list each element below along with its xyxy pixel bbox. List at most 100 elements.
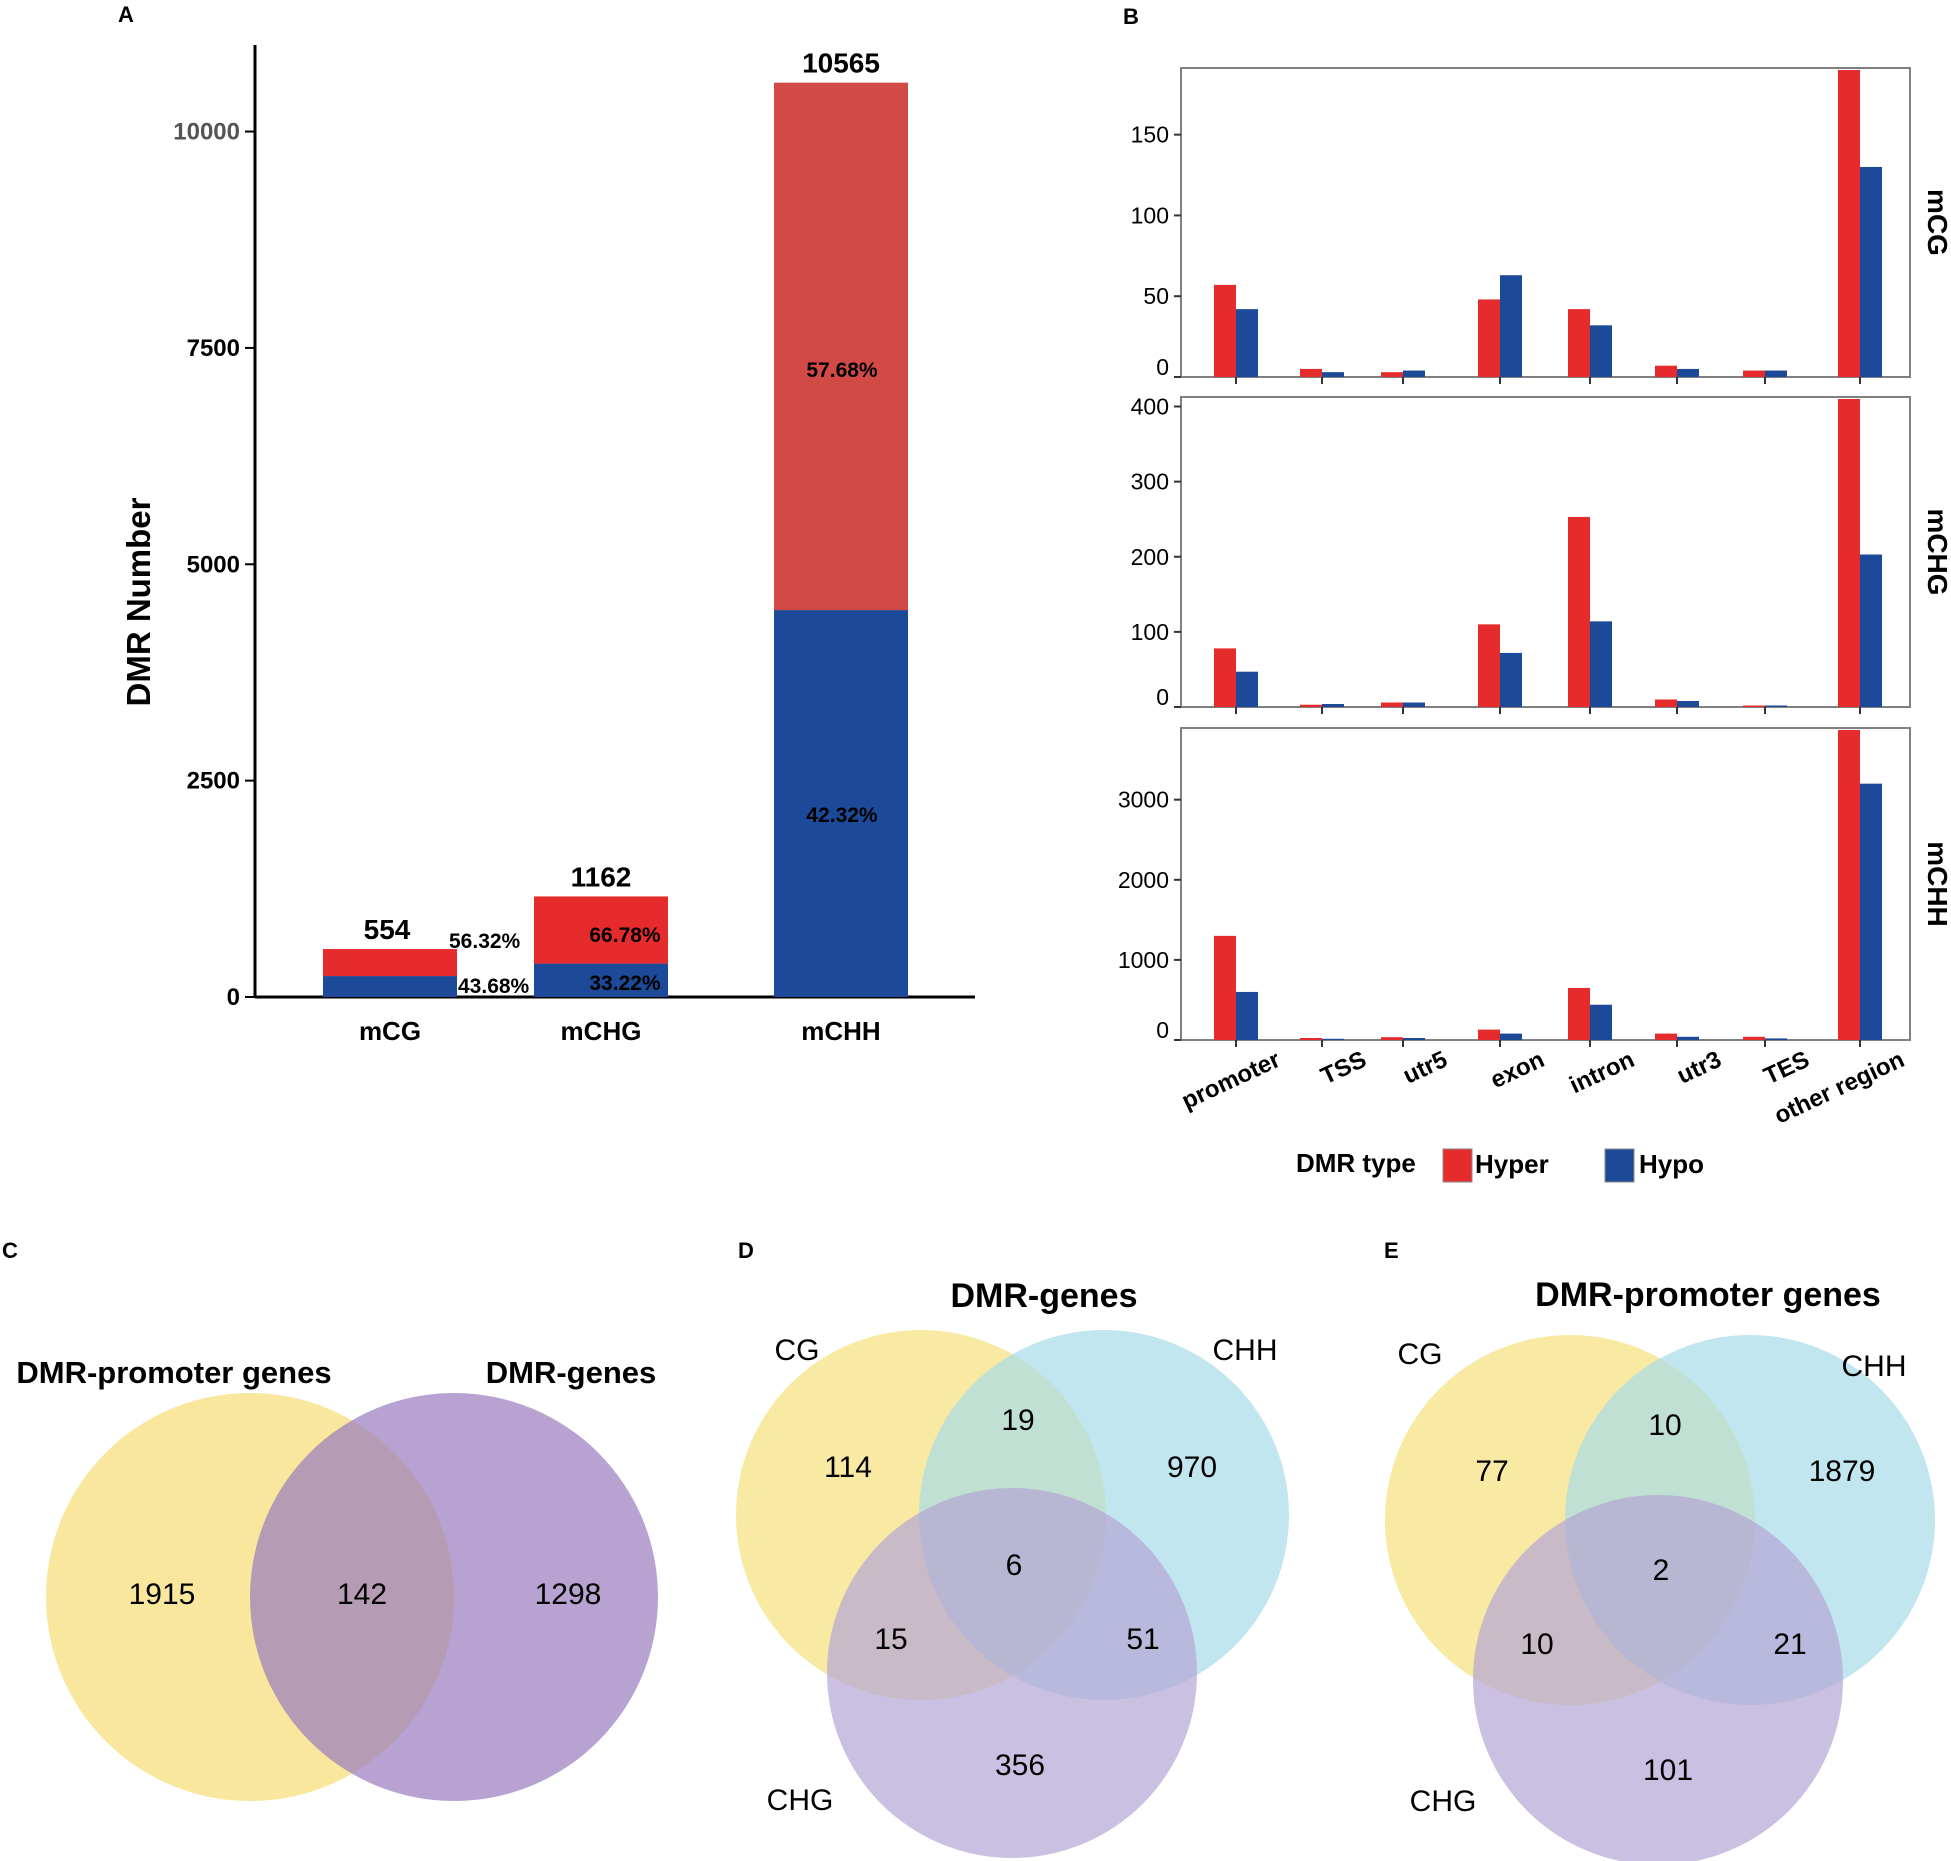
e-count-cg-chg: 10 bbox=[1520, 1628, 1553, 1661]
b-bar-hyper-mCHG bbox=[1655, 699, 1677, 707]
c-set-label-dmr-promoter-genes: DMR-promoter genes bbox=[16, 1355, 331, 1390]
a-total-label: 10565 bbox=[802, 48, 880, 79]
b-x-tick-label: TSS bbox=[1317, 1046, 1371, 1090]
a-x-tick-label: mCHH bbox=[801, 1016, 880, 1046]
b-bar-hypo-mCHH bbox=[1322, 1038, 1344, 1040]
d-count-cg-chg: 15 bbox=[874, 1623, 907, 1656]
b-bar-hyper-mCHH bbox=[1214, 935, 1236, 1040]
b-y-tick-label: 0 bbox=[1156, 684, 1169, 710]
b-y-tick-label: 0 bbox=[1156, 354, 1169, 380]
d-count-cg-chh: 19 bbox=[1001, 1404, 1034, 1437]
b-facet-mCG: 0 50 100 150 mCG bbox=[1131, 67, 1951, 384]
b-bar-hyper-mCHG bbox=[1214, 648, 1236, 707]
b-facets: 0 50 100 150 mCG 0 100 200 300 400 mCHG 0 1000 2000 30… bbox=[1118, 67, 1951, 1047]
c-count-both: 142 bbox=[337, 1578, 387, 1611]
panel-label-a: A bbox=[118, 2, 134, 27]
b-bar-hyper-mCHG bbox=[1300, 704, 1322, 707]
panel-label-e: E bbox=[1384, 1238, 1399, 1263]
e-set-label-chg: CHG bbox=[1410, 1785, 1477, 1818]
panel-e-venn: DMR-promoter genes CG CHH CHG 77 10 1879… bbox=[1385, 1276, 1935, 1861]
b-bar-hyper-mCHH bbox=[1381, 1037, 1403, 1040]
b-y-tick-label: 150 bbox=[1131, 122, 1169, 148]
b-y-tick-label: 2000 bbox=[1118, 867, 1169, 893]
b-bar-hypo-mCG bbox=[1590, 325, 1612, 377]
b-bar-hypo-mCG bbox=[1860, 166, 1882, 377]
b-x-tick-label: TES bbox=[1760, 1046, 1814, 1090]
c-set-label-dmr-genes: DMR-genes bbox=[486, 1355, 657, 1390]
b-bar-hypo-mCHH bbox=[1500, 1033, 1522, 1040]
a-pct-label: 43.68% bbox=[458, 975, 530, 998]
b-bar-hyper-mCG bbox=[1478, 299, 1500, 377]
a-y-tick-label: 10000 bbox=[173, 119, 240, 146]
a-x-tick-label: mCHG bbox=[561, 1016, 642, 1046]
a-bar-hyper-mCHH bbox=[774, 82, 908, 611]
e-count-chg-only: 101 bbox=[1643, 1754, 1693, 1787]
a-total-label: 1162 bbox=[571, 861, 632, 892]
a-pct-label: 56.32% bbox=[449, 930, 521, 953]
b-bar-hypo-mCHH bbox=[1236, 991, 1258, 1040]
b-bar-hypo-mCHG bbox=[1236, 671, 1258, 707]
b-bar-hypo-mCHH bbox=[1403, 1037, 1425, 1040]
b-facet-strip-label: mCHH bbox=[1922, 841, 1951, 927]
e-count-chh-chg: 21 bbox=[1773, 1628, 1806, 1661]
b-y-tick-label: 1000 bbox=[1118, 947, 1169, 973]
e-count-cg-chh: 10 bbox=[1648, 1409, 1681, 1442]
b-x-tick-label: intron bbox=[1566, 1046, 1639, 1099]
d-count-all: 6 bbox=[1006, 1549, 1023, 1582]
b-bar-hyper-mCHG bbox=[1568, 516, 1590, 707]
b-bar-hyper-mCG bbox=[1743, 370, 1765, 377]
b-y-tick-label: 50 bbox=[1143, 283, 1169, 309]
e-count-cg-only: 77 bbox=[1475, 1455, 1508, 1488]
b-bar-hypo-mCG bbox=[1403, 370, 1425, 377]
a-bar-hypo-mCHG bbox=[534, 963, 668, 997]
b-bar-hypo-mCHG bbox=[1765, 705, 1787, 707]
b-legend-label-hypo: Hypo bbox=[1639, 1149, 1704, 1179]
c-circle-dmr-genes bbox=[250, 1393, 658, 1801]
panel-label-c: C bbox=[2, 1238, 18, 1263]
b-bar-hypo-mCHG bbox=[1403, 702, 1425, 707]
b-y-tick-label: 3000 bbox=[1118, 787, 1169, 813]
b-x-tick-label: promoter bbox=[1178, 1046, 1285, 1115]
b-bar-hyper-mCHH bbox=[1300, 1037, 1322, 1040]
b-bar-hyper-mCHH bbox=[1655, 1033, 1677, 1040]
a-y-tick-label: 0 bbox=[227, 984, 240, 1011]
b-facet-strip-label: mCG bbox=[1922, 189, 1951, 256]
d-set-label-chg: CHG bbox=[767, 1784, 834, 1817]
panel-d-venn: DMR-genes CG CHH CHG 114 19 970 6 15 51 … bbox=[736, 1277, 1289, 1858]
b-bar-hypo-mCHG bbox=[1860, 554, 1882, 707]
b-bar-hypo-mCG bbox=[1236, 309, 1258, 377]
b-bar-hyper-mCG bbox=[1838, 70, 1860, 377]
b-bar-hypo-mCHG bbox=[1322, 703, 1344, 707]
a-pct-label: 33.22% bbox=[589, 972, 661, 995]
d-count-cg-only: 114 bbox=[824, 1451, 872, 1484]
b-x-tick-label: exon bbox=[1486, 1046, 1548, 1094]
b-bar-hyper-mCG bbox=[1381, 372, 1403, 377]
e-circle-chg bbox=[1473, 1495, 1843, 1861]
d-set-label-cg: CG bbox=[775, 1334, 820, 1367]
panel-label-d: D bbox=[738, 1238, 754, 1263]
a-bars bbox=[323, 82, 908, 997]
c-count-only-genes: 1298 bbox=[535, 1578, 602, 1611]
d-count-chg-only: 356 bbox=[995, 1749, 1045, 1782]
b-bar-hypo-mCHH bbox=[1677, 1036, 1699, 1040]
b-x-tick-label: utr3 bbox=[1673, 1046, 1726, 1090]
a-bar-hypo-mCG bbox=[323, 976, 457, 997]
d-title: DMR-genes bbox=[950, 1277, 1137, 1315]
a-y-tick-label: 2500 bbox=[187, 768, 240, 795]
b-legend-label-hyper: Hyper bbox=[1475, 1149, 1549, 1179]
b-bar-hyper-mCHH bbox=[1743, 1036, 1765, 1040]
c-count-only-promoter: 1915 bbox=[129, 1578, 196, 1611]
a-bar-hyper-mCG bbox=[323, 949, 457, 977]
b-bar-hyper-mCHG bbox=[1743, 705, 1765, 707]
b-bar-hyper-mCG bbox=[1655, 365, 1677, 377]
e-title: DMR-promoter genes bbox=[1535, 1276, 1881, 1314]
b-y-tick-label: 200 bbox=[1131, 544, 1169, 570]
b-y-tick-label: 100 bbox=[1131, 202, 1169, 228]
a-bar-hypo-mCHH bbox=[774, 610, 908, 997]
a-x-tick-label: mCG bbox=[359, 1016, 421, 1046]
a-y-axis-label: DMR Number bbox=[120, 497, 157, 706]
a-y-ticks: 0 2500 5000 7500 10000 bbox=[173, 119, 255, 1011]
b-bar-hypo-mCG bbox=[1677, 368, 1699, 377]
